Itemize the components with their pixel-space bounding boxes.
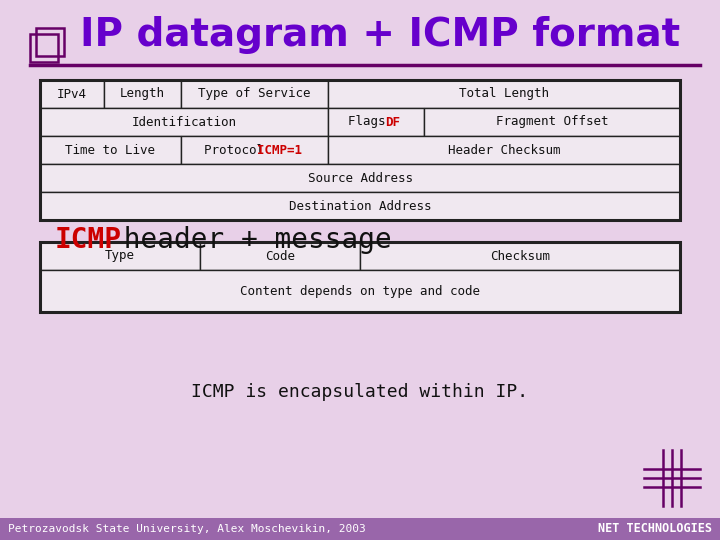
- Bar: [0, 518, 720, 540]
- Text: Fragment Offset: Fragment Offset: [496, 116, 608, 129]
- Bar: [328, 136, 680, 164]
- Bar: [40, 242, 680, 312]
- Text: Time to Live: Time to Live: [66, 144, 156, 157]
- Text: Flags: Flags: [348, 116, 393, 129]
- Text: Code: Code: [265, 249, 295, 262]
- Text: Petrozavodsk State University, Alex Moschevikin, 2003: Petrozavodsk State University, Alex Mosc…: [8, 524, 366, 534]
- Bar: [30, 34, 58, 62]
- Bar: [104, 80, 181, 108]
- Bar: [424, 108, 680, 136]
- Text: IPv4: IPv4: [57, 87, 87, 100]
- Text: Checksum: Checksum: [490, 249, 550, 262]
- Text: Protocol: Protocol: [204, 144, 271, 157]
- Text: Length: Length: [120, 87, 165, 100]
- Text: ICMP=1: ICMP=1: [257, 144, 302, 157]
- Bar: [40, 192, 680, 220]
- Bar: [360, 242, 680, 270]
- Text: Type: Type: [105, 249, 135, 262]
- Bar: [200, 242, 360, 270]
- Text: ICMP is encapsulated within IP.: ICMP is encapsulated within IP.: [192, 383, 528, 401]
- Text: ICMP: ICMP: [55, 226, 122, 254]
- Text: Type of Service: Type of Service: [198, 87, 310, 100]
- Text: DF: DF: [385, 116, 400, 129]
- Text: Destination Address: Destination Address: [289, 199, 431, 213]
- Bar: [40, 164, 680, 192]
- Text: IP datagram + ICMP format: IP datagram + ICMP format: [80, 16, 680, 54]
- Bar: [40, 80, 680, 220]
- Text: Total Length: Total Length: [459, 87, 549, 100]
- Bar: [328, 80, 680, 108]
- Bar: [40, 242, 200, 270]
- Bar: [181, 136, 328, 164]
- Bar: [40, 80, 104, 108]
- Bar: [328, 108, 424, 136]
- Text: header + message: header + message: [107, 226, 392, 254]
- Text: NET TECHNOLOGIES: NET TECHNOLOGIES: [598, 523, 712, 536]
- Text: Header Checksum: Header Checksum: [448, 144, 560, 157]
- Bar: [40, 270, 680, 312]
- Bar: [36, 28, 64, 56]
- Bar: [40, 136, 181, 164]
- Bar: [181, 80, 328, 108]
- Text: Content depends on type and code: Content depends on type and code: [240, 285, 480, 298]
- Text: Source Address: Source Address: [307, 172, 413, 185]
- Bar: [40, 108, 328, 136]
- Text: Identification: Identification: [132, 116, 236, 129]
